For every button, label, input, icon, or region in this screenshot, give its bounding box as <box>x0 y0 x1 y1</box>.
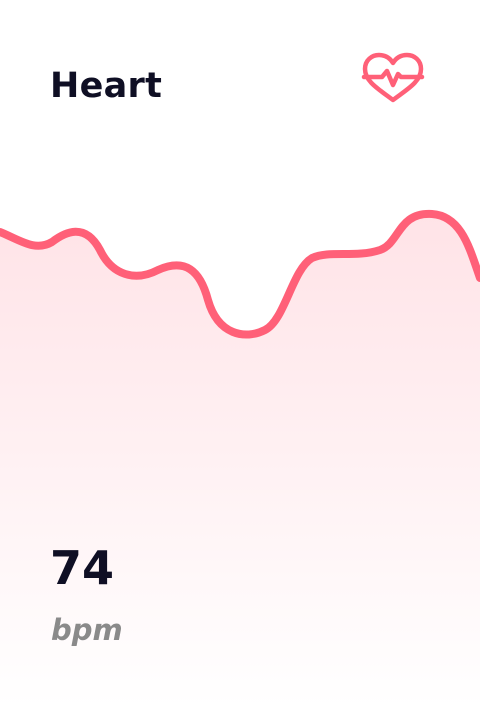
heart-rate-value: 74 <box>50 541 115 595</box>
heart-rate-wave-fill <box>0 213 480 707</box>
card-title: Heart <box>50 66 163 106</box>
heart-rate-unit: bpm <box>51 613 123 647</box>
heart-rate-wave-line <box>0 209 480 339</box>
heart-pulse-icon[interactable] <box>360 52 426 106</box>
